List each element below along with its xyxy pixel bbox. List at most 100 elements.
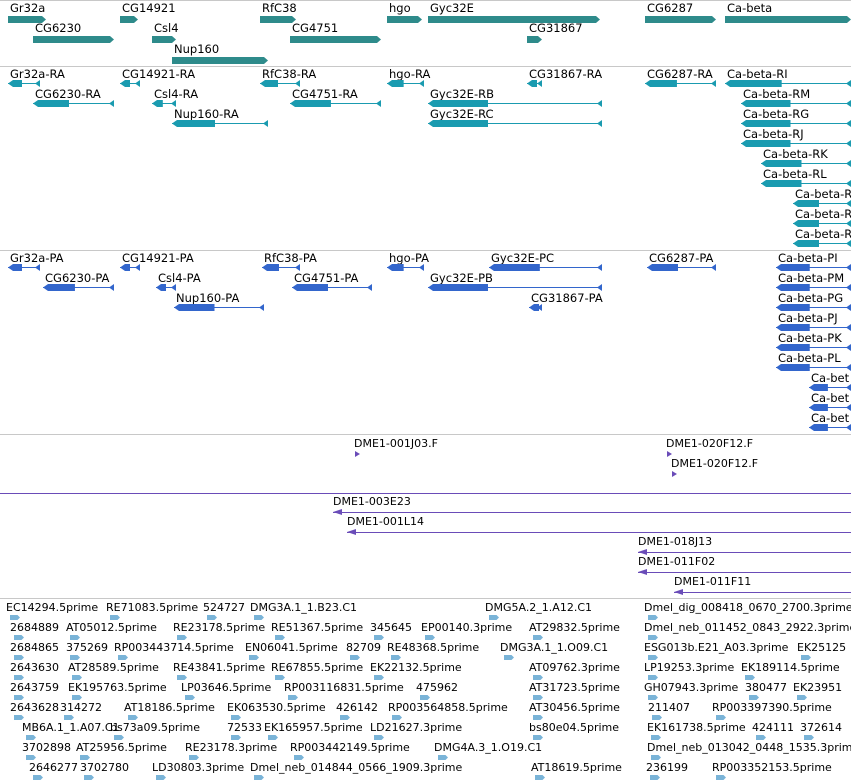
exon-block[interactable] <box>428 284 488 291</box>
strand-arrow[interactable] <box>846 140 851 147</box>
feature-label[interactable]: Ca-beta-RK <box>763 147 828 161</box>
gene-feature[interactable] <box>645 16 716 23</box>
est-label[interactable]: RP003352153.5prime <box>712 761 832 774</box>
est-label[interactable]: 3702898 <box>22 741 71 754</box>
est-marker[interactable] <box>275 635 285 640</box>
est-marker[interactable] <box>275 675 285 680</box>
intron-line[interactable] <box>172 123 268 124</box>
est-label[interactable]: GH07943.3prime <box>644 681 739 694</box>
est-marker[interactable] <box>648 615 658 620</box>
clone-label[interactable]: DME1-020F12.F <box>671 457 759 470</box>
cdna-line[interactable] <box>638 552 851 553</box>
strand-arrow[interactable] <box>846 100 851 107</box>
cdna-line[interactable] <box>347 532 851 533</box>
est-marker[interactable] <box>648 655 658 660</box>
est-marker[interactable] <box>114 735 124 740</box>
est-label[interactable]: 3702780 <box>80 761 129 774</box>
exon-block[interactable] <box>152 100 163 107</box>
est-label[interactable]: 475962 <box>416 681 458 694</box>
strand-arrow[interactable] <box>376 100 381 107</box>
strand-arrow[interactable] <box>846 264 851 271</box>
exon-block[interactable] <box>290 100 331 107</box>
gene-label[interactable]: Csl4 <box>154 21 179 35</box>
est-marker[interactable] <box>535 775 545 780</box>
est-label[interactable]: Dmel_neb_014844_0566_1909.3prime <box>250 761 463 774</box>
est-label[interactable]: RE67855.5prime <box>271 661 364 674</box>
exon-block[interactable] <box>172 120 216 127</box>
intron-line[interactable] <box>262 267 300 268</box>
intron-line[interactable] <box>809 427 851 428</box>
intron-line[interactable] <box>761 183 851 184</box>
gene-label[interactable]: Nup160 <box>174 42 220 56</box>
clone-marker[interactable] <box>667 451 672 457</box>
feature-label[interactable]: Ca-beta-RL <box>763 167 827 181</box>
exon-block[interactable] <box>428 100 488 107</box>
intron-line[interactable] <box>174 307 264 308</box>
exon-block[interactable] <box>725 80 782 87</box>
gene-label[interactable]: CG6230 <box>35 21 82 35</box>
exon-block[interactable] <box>260 80 278 87</box>
est-label[interactable]: 426142 <box>336 701 378 714</box>
gene-feature[interactable] <box>33 36 114 43</box>
est-label[interactable]: RP003397390.5prime <box>712 701 832 714</box>
gene-feature[interactable] <box>152 36 176 43</box>
est-label[interactable]: 2643630 <box>10 661 59 674</box>
intron-line[interactable] <box>428 123 602 124</box>
cdna-label[interactable]: DME1-018J13 <box>638 535 713 548</box>
cdna-head[interactable] <box>674 589 683 595</box>
strand-arrow[interactable] <box>135 264 140 271</box>
est-label[interactable]: EK161738.5prime <box>647 721 746 734</box>
intron-line[interactable] <box>776 367 851 368</box>
intron-line[interactable] <box>156 287 176 288</box>
est-label[interactable]: ESG013b.E21_A03.3prime <box>644 641 789 654</box>
strand-arrow[interactable] <box>135 80 140 87</box>
exon-block[interactable] <box>8 80 23 87</box>
est-marker[interactable] <box>392 715 402 720</box>
feature-label[interactable]: Gr32a-RA <box>10 67 65 81</box>
est-label[interactable]: LP19253.3prime <box>644 661 735 674</box>
est-label[interactable]: 236199 <box>646 761 688 774</box>
est-marker[interactable] <box>489 615 499 620</box>
feature-label[interactable]: Ca-beta-R <box>795 207 851 221</box>
est-marker[interactable] <box>652 715 662 720</box>
strand-arrow[interactable] <box>537 80 542 87</box>
strand-arrow[interactable] <box>846 424 851 431</box>
exon-block[interactable] <box>776 344 810 351</box>
est-marker[interactable] <box>749 695 759 700</box>
strand-arrow[interactable] <box>597 100 602 107</box>
est-marker[interactable] <box>533 695 543 700</box>
exon-block[interactable] <box>776 304 810 311</box>
est-label[interactable]: RE43841.5prime <box>173 661 266 674</box>
feature-label[interactable]: Ca-bet <box>811 391 850 405</box>
clone-marker[interactable] <box>355 451 360 457</box>
feature-label[interactable]: Gyc32E-PC <box>491 251 555 265</box>
strand-arrow[interactable] <box>846 200 851 207</box>
cdna-head[interactable] <box>638 569 647 575</box>
est-label[interactable]: EK22132.5prime <box>370 661 462 674</box>
cdna-label[interactable]: DME1-003E23 <box>333 495 411 508</box>
strand-arrow[interactable] <box>537 304 542 311</box>
exon-block[interactable] <box>647 264 679 271</box>
exon-block[interactable] <box>776 364 810 371</box>
feature-label[interactable]: Csl4-PA <box>158 271 201 285</box>
strand-arrow[interactable] <box>846 324 851 331</box>
intron-line[interactable] <box>776 267 851 268</box>
intron-line[interactable] <box>809 407 851 408</box>
est-marker[interactable] <box>185 695 195 700</box>
intron-line[interactable] <box>8 267 40 268</box>
est-marker[interactable] <box>374 675 384 680</box>
cdna-line[interactable] <box>638 572 851 573</box>
exon-block[interactable] <box>527 80 537 87</box>
exon-block[interactable] <box>776 284 810 291</box>
intron-line[interactable] <box>489 267 602 268</box>
feature-label[interactable]: Gyc32E-RC <box>430 107 494 121</box>
est-marker[interactable] <box>268 735 278 740</box>
strand-arrow[interactable] <box>171 284 176 291</box>
clone-label[interactable]: DME1-001J03.F <box>354 437 438 450</box>
est-marker[interactable] <box>128 715 138 720</box>
strand-arrow[interactable] <box>711 80 716 87</box>
est-label[interactable]: AT28589.5prime <box>68 661 159 674</box>
est-label[interactable]: LD30803.3prime <box>152 761 245 774</box>
strand-arrow[interactable] <box>597 284 602 291</box>
exon-block[interactable] <box>156 284 166 291</box>
